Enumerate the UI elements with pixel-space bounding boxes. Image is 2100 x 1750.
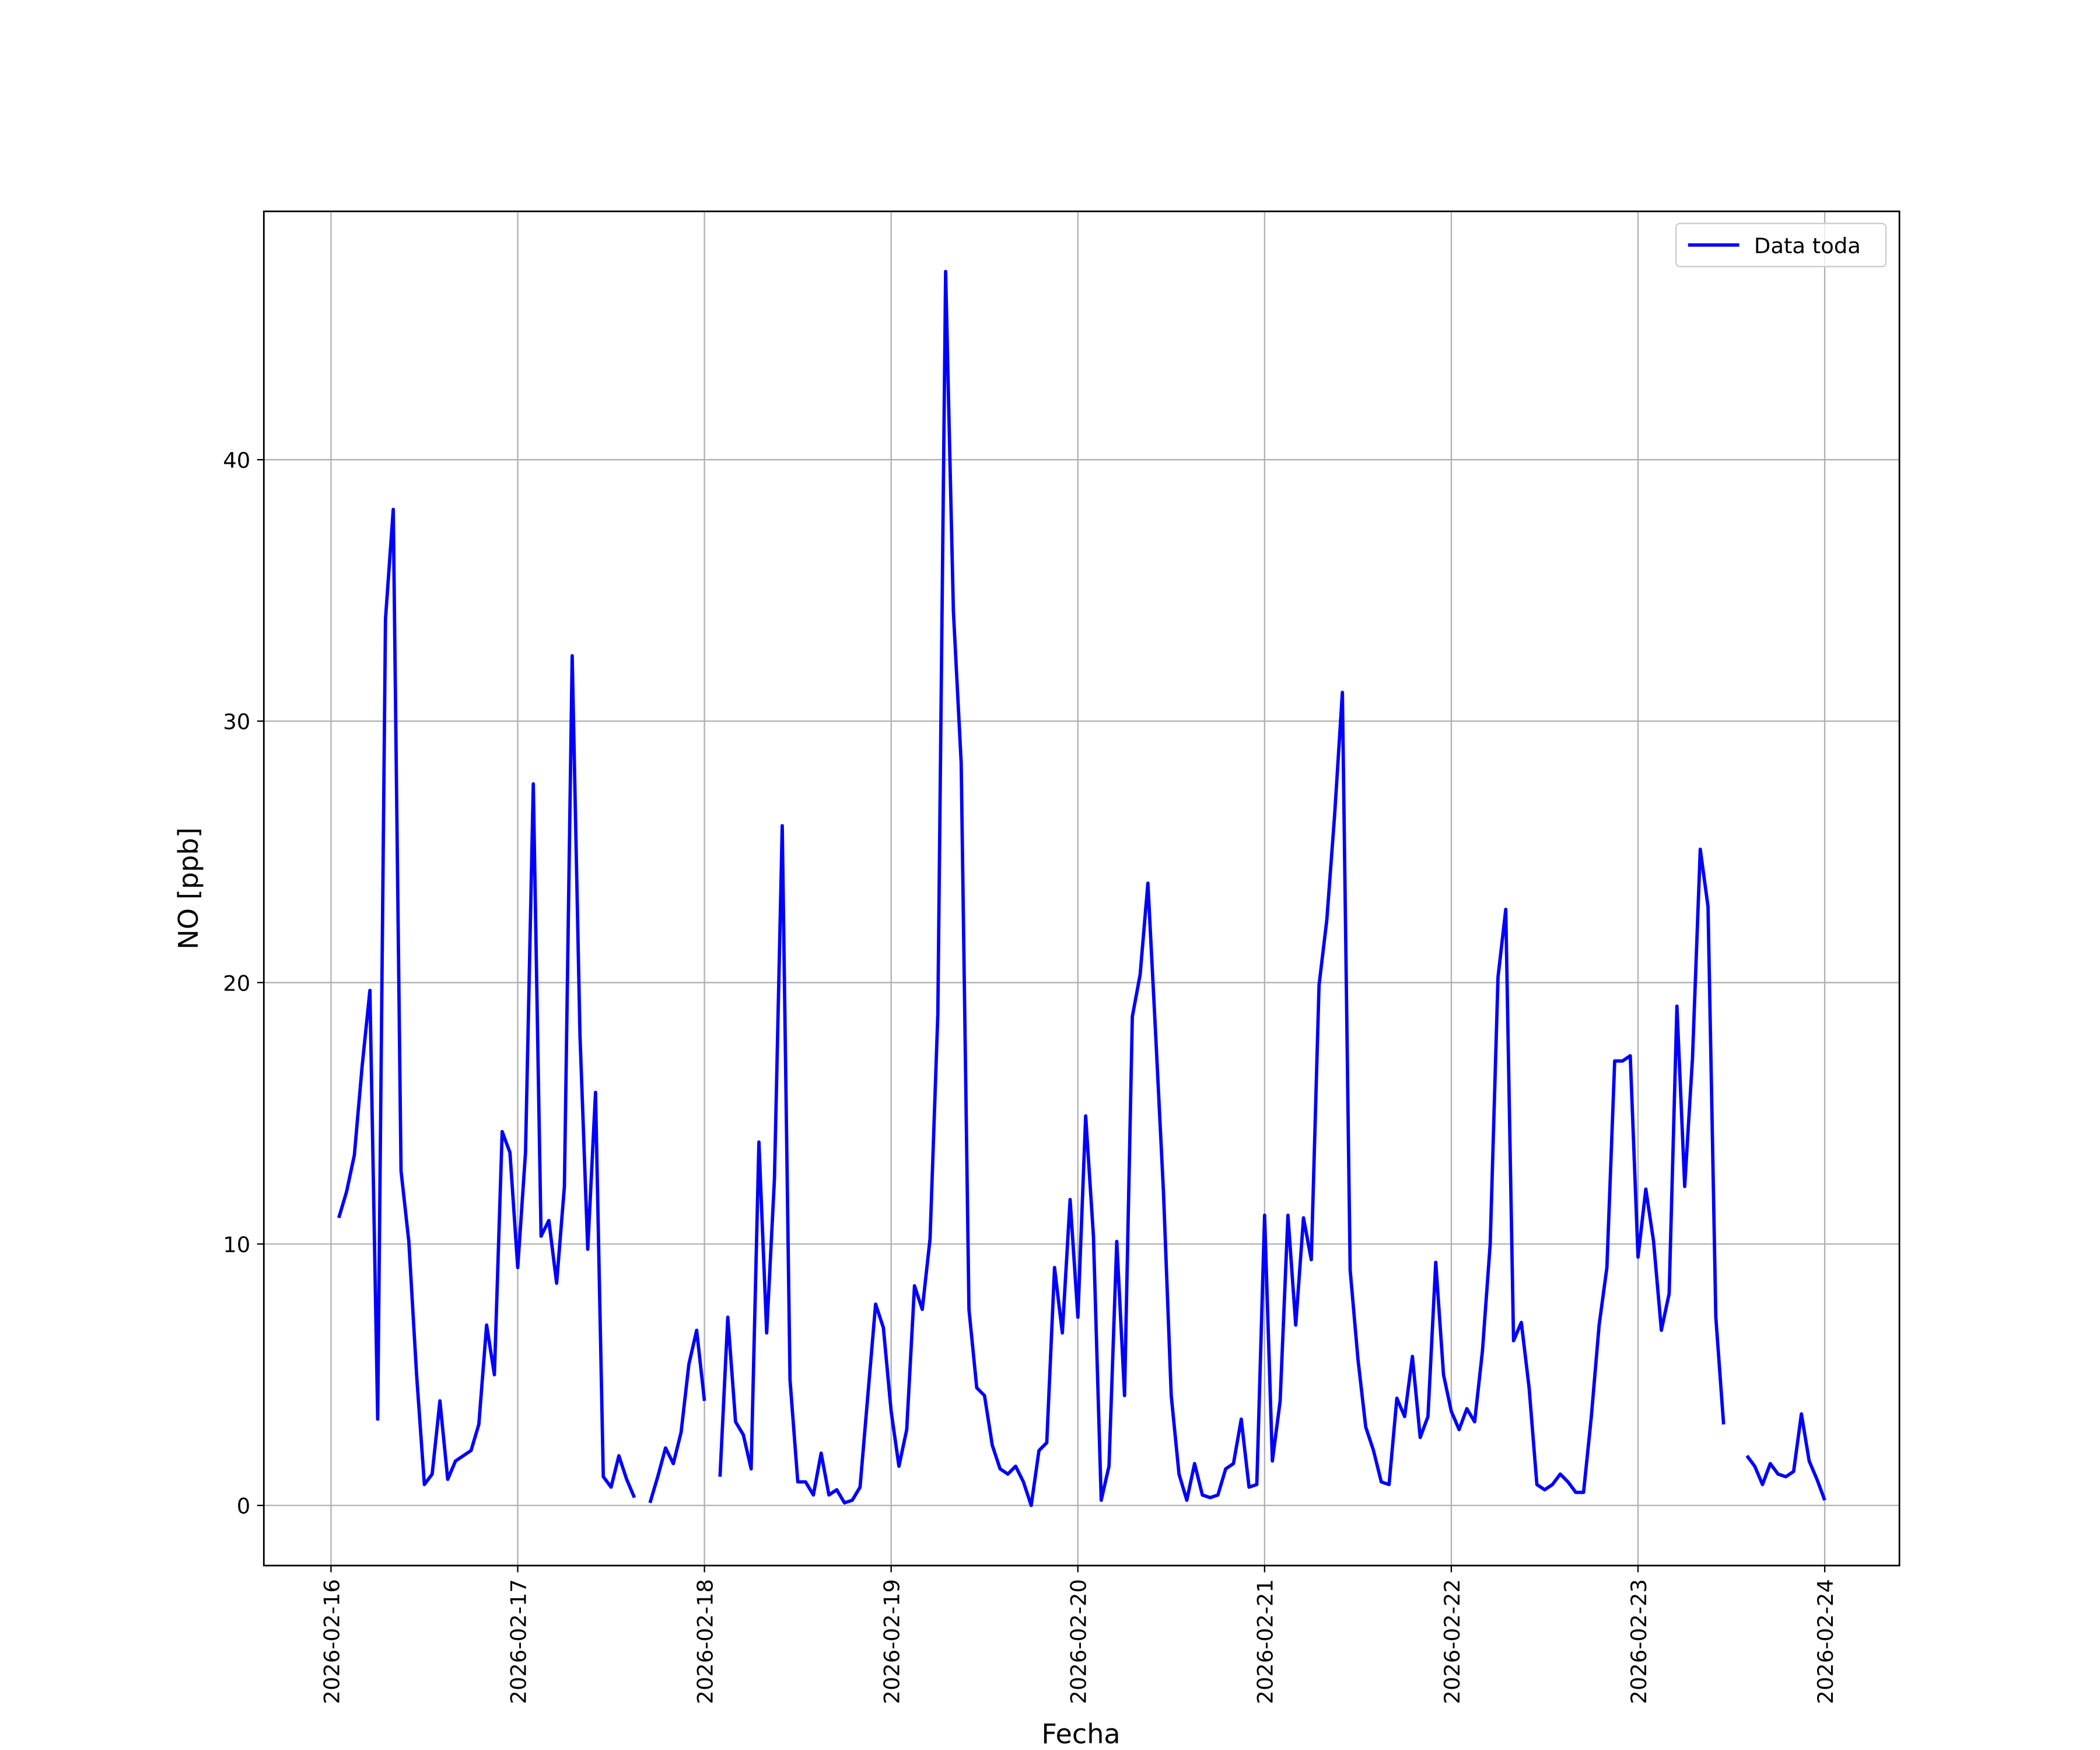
legend: Data toda	[1675, 222, 1887, 268]
x-tick-label: 2026-02-21	[1253, 1579, 1278, 1704]
data-line	[648, 1328, 706, 1504]
x-tick-label: 2026-02-19	[880, 1579, 905, 1704]
plot-frame	[262, 210, 1901, 1567]
x-tick-label: 2026-02-23	[1626, 1579, 1651, 1704]
y-tick-label: 20	[223, 971, 250, 996]
legend-box	[1675, 222, 1887, 268]
x-tick-label: 2026-02-17	[506, 1579, 531, 1704]
y-tick-label: 0	[237, 1494, 250, 1519]
x-tick-label: 2026-02-20	[1066, 1579, 1091, 1704]
x-tick-label: 2026-02-18	[692, 1579, 718, 1704]
y-tick-label: 30	[223, 709, 250, 734]
y-axis-label: NO [ppb]	[173, 827, 204, 949]
x-tick-label: 2026-02-16	[319, 1579, 344, 1704]
y-tick-label: 40	[223, 448, 250, 473]
x-tick-label: 2026-02-24	[1813, 1579, 1838, 1704]
legend-label: Data toda	[1754, 233, 1861, 258]
data-line	[1745, 1412, 1826, 1501]
data-line	[718, 270, 1726, 1507]
x-axis-label: Fecha	[1041, 1718, 1120, 1749]
y-tick-label: 10	[223, 1232, 250, 1257]
x-tick-label: 2026-02-22	[1440, 1579, 1465, 1704]
data-line	[337, 508, 636, 1499]
